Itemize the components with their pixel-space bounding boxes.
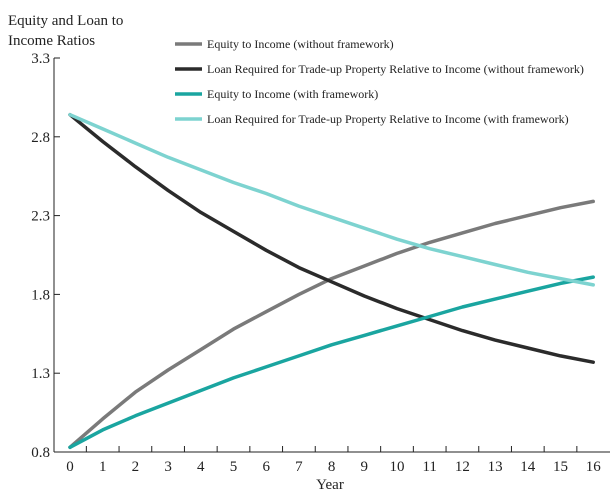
axes: 0.81.31.82.32.83.30 1 2 3 4 5 6 7 8 9 10 11 12 13 14 15…: [31, 51, 610, 475]
y-tick-label: 0.8: [31, 445, 50, 461]
y-tick-label: 1.8: [31, 287, 50, 303]
x-tick-label: 11: [422, 459, 436, 475]
x-tick-label: 5: [230, 459, 238, 475]
legend-label: Equity to Income (with framework): [207, 87, 378, 101]
y-axis-title-line-1: Equity and Loan to: [8, 13, 123, 29]
legend: Equity to Income (without framework) Loan…: [175, 37, 584, 126]
x-tick-label: 2: [132, 459, 140, 475]
series-line: [68, 199, 595, 450]
x-tick-label: 13: [488, 459, 503, 475]
x-tick-label: 12: [455, 459, 470, 475]
y-tick-label: 2.3: [31, 209, 50, 225]
legend-label: Loan Required for Trade-up Property Rela…: [207, 62, 584, 76]
x-tick-label: 6: [262, 459, 270, 475]
x-tick-label: 16: [586, 459, 602, 475]
x-tick-label: 14: [520, 459, 536, 475]
x-tick-label: 9: [361, 459, 369, 475]
y-tick-label: 2.8: [31, 130, 50, 146]
x-tick-label: 7: [295, 459, 303, 475]
series-line: [68, 112, 595, 287]
x-tick-label: 10: [390, 459, 405, 475]
series-line: [68, 275, 595, 450]
series-lines: [68, 112, 595, 450]
x-tick-label: 4: [197, 459, 205, 475]
legend-label: Loan Required for Trade-up Property Rela…: [207, 112, 569, 126]
x-tick-label: 15: [553, 459, 568, 475]
legend-label: Equity to Income (without framework): [207, 37, 394, 51]
y-axis-title-line-2: Income Ratios: [8, 33, 95, 49]
y-tick-label: 3.3: [31, 51, 50, 67]
y-tick-label: 1.3: [31, 366, 50, 382]
x-tick-label: 3: [164, 459, 172, 475]
x-tick-label: 8: [328, 459, 336, 475]
x-axis-title: Year: [316, 477, 344, 493]
series-line: [68, 112, 595, 364]
x-tick-label: 1: [99, 459, 107, 475]
x-tick-label: 0: [66, 459, 74, 475]
